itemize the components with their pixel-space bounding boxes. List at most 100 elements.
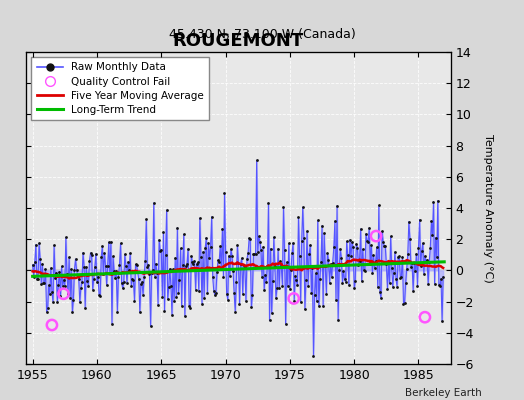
Point [262,278,270,285]
Point [112,268,121,274]
Point [338,280,346,286]
Point [148,267,157,274]
Point [343,238,351,244]
Point [407,264,415,271]
Point [142,216,150,222]
Point [363,238,371,244]
Point [426,245,434,252]
Point [150,274,159,281]
Point [383,286,391,292]
Point [145,271,154,278]
Point [93,279,101,286]
Point [429,198,438,205]
Point [434,282,443,288]
Point [92,251,100,257]
Point [172,294,180,300]
Point [71,256,80,262]
Point [356,226,365,232]
Point [96,293,104,300]
Point [36,256,45,262]
Point [90,276,98,282]
Point [178,302,186,309]
Point [68,309,77,315]
Point [187,253,195,259]
Point [245,235,253,242]
Point [381,243,389,250]
Point [162,207,171,213]
Point [66,294,74,301]
Point [52,270,60,276]
Point [198,300,206,307]
Point [372,258,380,265]
Title: ROUGEMONT: ROUGEMONT [173,32,304,50]
Point [236,261,245,267]
Point [156,248,165,254]
Point [432,254,441,260]
Point [354,262,363,268]
Point [237,255,246,261]
Point [32,276,41,282]
Point [46,291,54,297]
Point [401,280,410,286]
Point [257,247,265,253]
Point [81,305,89,311]
Point [215,259,223,265]
Point [206,244,215,250]
Point [334,317,342,324]
Point [323,250,332,256]
Point [62,234,70,240]
Point [382,261,390,267]
Point [177,245,185,252]
Point [78,279,86,286]
Point [108,321,116,327]
Point [129,276,138,283]
Point [335,266,343,273]
Point [98,243,106,249]
Point [75,299,84,306]
Point [422,259,430,265]
Point [57,263,66,270]
Point [395,253,403,260]
Point [238,290,247,297]
Point [134,269,142,276]
Point [193,259,202,266]
Point [344,252,352,258]
Point [239,261,248,268]
Point [53,299,61,305]
Point [292,277,300,284]
Point [337,254,345,261]
Point [63,271,71,277]
Point [72,267,81,273]
Point [139,292,147,298]
Point [314,303,323,310]
Point [252,251,260,257]
Point [143,264,151,270]
Point [312,298,321,304]
Point [123,280,131,286]
Point [56,293,64,300]
Point [297,299,305,306]
Point [191,286,200,293]
Point [403,251,412,258]
Point [365,224,374,231]
Point [400,300,409,306]
Point [69,296,78,303]
Point [268,278,277,284]
Point [119,279,128,285]
Point [140,274,148,280]
Point [149,200,158,206]
Point [79,249,87,256]
Point [373,244,381,251]
Point [420,270,428,277]
Point [80,263,88,270]
Point [282,259,291,265]
Point [77,284,85,291]
Point [202,234,211,241]
Point [277,263,286,270]
Point [102,282,111,289]
Point [397,273,406,280]
Point [232,278,241,285]
Point [392,276,400,282]
Point [60,276,68,283]
Point [263,262,271,269]
